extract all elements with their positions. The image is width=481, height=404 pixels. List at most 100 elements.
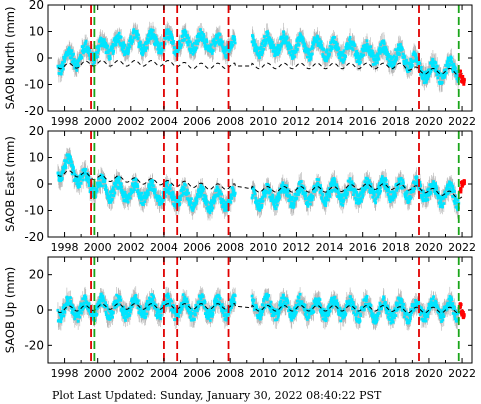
data-point: [445, 63, 449, 67]
data-point: [442, 68, 446, 72]
data-point: [141, 49, 145, 53]
data-point: [179, 198, 182, 202]
data-point: [311, 195, 315, 199]
data-point: [146, 193, 150, 197]
data-point: [144, 42, 148, 45]
data-point: [332, 41, 336, 45]
data-point: [345, 193, 349, 197]
data-point: [82, 172, 86, 176]
data-point: [419, 184, 423, 188]
data-point: [346, 179, 350, 183]
data-point: [128, 196, 132, 200]
data-point: [254, 43, 258, 47]
data-point: [84, 167, 88, 171]
recent-point: [460, 184, 464, 188]
data-point: [353, 44, 357, 48]
data-point: [358, 57, 362, 61]
data-point: [98, 38, 102, 42]
data-point: [414, 177, 418, 180]
data-point: [321, 193, 325, 197]
data-point: [425, 72, 429, 76]
data-point: [384, 185, 388, 189]
data-point: [173, 195, 176, 199]
data-point: [409, 191, 413, 194]
data-point: [101, 43, 105, 46]
data-point: [72, 169, 76, 173]
data-point: [322, 200, 326, 204]
data-point: [356, 52, 360, 55]
data-point: [80, 56, 84, 60]
data-point: [191, 208, 195, 212]
data-point: [185, 40, 189, 44]
data-point: [417, 186, 421, 190]
data-point: [315, 39, 319, 43]
data-point: [383, 187, 387, 190]
data-point: [117, 40, 121, 43]
data-point: [322, 48, 326, 52]
data-point: [298, 36, 301, 40]
data-point: [278, 196, 281, 200]
data-point: [193, 41, 196, 45]
data-point: [378, 51, 382, 55]
data-point: [163, 42, 167, 46]
recent-point: [462, 181, 466, 185]
data-point: [157, 51, 161, 55]
data-point: [328, 52, 331, 56]
data-point: [364, 185, 368, 189]
data-point: [216, 36, 219, 40]
data-point: [94, 190, 98, 194]
data-point: [268, 190, 272, 194]
data-point: [314, 188, 318, 191]
data-point: [189, 51, 193, 54]
data-point: [123, 190, 127, 194]
data-point: [130, 42, 134, 45]
data-point: [312, 42, 316, 46]
data-point: [427, 74, 431, 78]
data-point: [349, 183, 353, 187]
data-point: [334, 189, 337, 193]
data-point: [147, 34, 151, 37]
data-point: [403, 55, 407, 59]
data-point: [153, 43, 157, 47]
data-point: [376, 54, 380, 58]
data-point: [226, 48, 229, 52]
data-point: [222, 199, 226, 203]
data-point: [332, 39, 336, 43]
data-point: [76, 61, 80, 65]
data-point: [151, 184, 155, 187]
data-point: [268, 195, 272, 199]
data-point: [307, 52, 311, 56]
x-tick-label: 2018: [382, 241, 410, 254]
data-point: [324, 201, 328, 205]
data-point: [219, 38, 223, 42]
data-point: [194, 39, 198, 43]
data-point: [348, 180, 352, 184]
data-point: [392, 54, 396, 58]
data-point: [391, 196, 394, 200]
data-point: [448, 187, 452, 191]
data-point: [90, 185, 94, 189]
data-point: [64, 166, 68, 169]
data-point: [145, 195, 149, 199]
data-point: [282, 33, 286, 37]
data-point: [356, 59, 360, 63]
data-point: [263, 194, 267, 198]
data-point: [166, 188, 169, 192]
data-point: [171, 190, 175, 194]
data-point: [406, 190, 409, 193]
data-point: [146, 189, 150, 193]
data-point: [293, 192, 297, 196]
x-tick-label: 2016: [349, 241, 377, 254]
data-point: [263, 193, 267, 197]
data-point: [268, 43, 272, 47]
data-point: [439, 200, 443, 203]
x-tick-label: 1998: [51, 115, 79, 128]
data-point: [386, 193, 390, 196]
data-point: [77, 179, 80, 183]
data-point: [416, 63, 420, 66]
data-point: [85, 47, 89, 50]
data-point: [140, 46, 144, 50]
data-point: [260, 53, 264, 57]
data-point: [87, 51, 90, 54]
